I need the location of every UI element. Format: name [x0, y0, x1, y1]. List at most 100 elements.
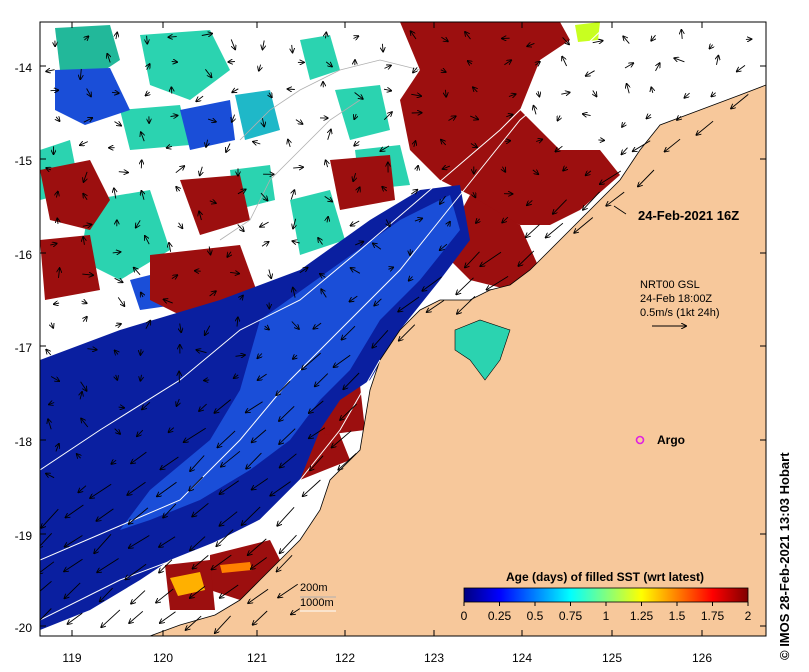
current-arrow-icon — [82, 274, 93, 275]
current-arrow-icon — [505, 141, 510, 142]
colorbar-tick-label: 2 — [745, 609, 752, 623]
current-arrow-icon — [456, 277, 474, 295]
current-arrow-icon — [411, 31, 417, 40]
current-arrow-icon — [50, 376, 59, 382]
current-arrow-icon — [313, 322, 322, 329]
current-arrow-icon — [240, 296, 243, 300]
current-arrow-icon — [538, 90, 539, 96]
current-arrow-icon — [234, 375, 239, 378]
y-tick-label: -15 — [15, 154, 33, 168]
current-arrow-icon — [310, 455, 324, 471]
current-arrow-icon — [237, 224, 244, 231]
current-arrow-icon — [216, 529, 234, 547]
current-arrow-icon — [318, 238, 323, 245]
current-arrow-icon — [562, 57, 568, 67]
current-arrow-icon — [115, 324, 121, 326]
current-arrow-icon — [179, 222, 183, 229]
current-arrow-icon — [535, 62, 540, 65]
current-arrow-icon — [526, 224, 540, 238]
current-arrow-icon — [279, 405, 295, 421]
current-arrow-icon — [129, 507, 149, 524]
current-arrow-icon — [443, 166, 451, 169]
estuary — [454, 319, 511, 381]
current-arrow-icon — [302, 352, 321, 369]
current-arrow-icon — [232, 114, 235, 122]
current-arrow-icon — [354, 92, 363, 99]
current-arrow-icon — [508, 94, 516, 96]
current-arrow-icon — [292, 241, 300, 243]
current-arrow-icon — [470, 116, 478, 119]
current-arrow-icon — [737, 65, 746, 71]
depth-1000-label: 1000m — [300, 597, 334, 609]
current-arrow-icon — [116, 33, 117, 40]
current-arrow-icon — [351, 268, 361, 274]
current-arrow-icon — [465, 251, 480, 268]
current-arrow-icon — [131, 451, 147, 463]
current-arrow-icon — [199, 403, 207, 411]
current-arrow-icon — [353, 172, 355, 181]
current-arrow-icon — [440, 243, 448, 250]
current-arrow-icon — [280, 453, 297, 468]
current-arrow-icon — [140, 349, 141, 355]
current-arrow-icon — [506, 115, 512, 117]
current-arrow-icon — [50, 244, 56, 246]
current-arrow-icon — [146, 92, 150, 95]
current-arrow-icon — [422, 276, 442, 291]
current-arrow-icon — [558, 115, 561, 121]
current-arrow-icon — [532, 170, 539, 174]
current-arrow-icon — [473, 192, 476, 197]
current-arrow-icon — [40, 608, 52, 621]
current-arrow-icon — [114, 122, 122, 126]
current-arrow-icon — [68, 612, 83, 624]
current-arrow-icon — [80, 68, 81, 79]
current-arrow-icon — [169, 428, 175, 433]
current-arrow-icon — [342, 325, 356, 339]
current-arrow-icon — [320, 274, 326, 278]
current-arrow-icon — [269, 269, 271, 279]
current-arrow-icon — [710, 45, 713, 49]
current-arrow-icon — [83, 118, 93, 123]
current-arrow-icon — [414, 141, 416, 148]
current-arrow-icon — [606, 191, 625, 206]
current-arrow-icon — [136, 220, 141, 227]
current-arrow-icon — [711, 93, 715, 97]
x-tick-label: 122 — [335, 651, 355, 665]
current-arrow-icon — [137, 429, 144, 436]
current-arrow-icon — [101, 609, 121, 627]
current-arrow-icon — [315, 373, 329, 387]
current-arrow-icon — [440, 195, 446, 204]
current-arrow-icon — [674, 58, 685, 63]
current-arrow-icon — [647, 114, 651, 118]
timestamp-label: 24-Feb-2021 16Z — [638, 208, 739, 223]
current-arrow-icon — [147, 64, 150, 70]
current-arrow-icon — [527, 200, 533, 205]
x-tick-label: 119 — [62, 651, 81, 665]
current-arrow-icon — [262, 118, 264, 126]
current-arrow-icon — [349, 295, 358, 302]
current-arrow-icon — [280, 534, 297, 553]
current-arrow-icon — [204, 380, 210, 381]
current-arrow-icon — [184, 427, 206, 442]
current-arrow-icon — [638, 169, 655, 187]
current-arrow-icon — [193, 555, 209, 568]
current-arrow-icon — [351, 220, 360, 226]
current-arrow-icon — [220, 480, 239, 494]
current-arrow-icon — [159, 559, 173, 573]
current-arrow-icon — [382, 187, 387, 191]
current-arrow-icon — [66, 504, 84, 518]
current-arrow-icon — [196, 95, 204, 101]
current-arrow-icon — [177, 398, 180, 406]
colorbar-tick-label: 0.5 — [527, 609, 544, 623]
current-arrow-icon — [82, 225, 92, 227]
current-arrow-icon — [383, 112, 392, 121]
current-arrow-icon — [235, 355, 245, 356]
current-arrow-icon — [258, 373, 267, 380]
current-arrow-icon — [189, 476, 204, 491]
current-arrow-icon — [502, 216, 509, 222]
current-arrow-icon — [291, 190, 294, 200]
current-arrow-icon — [157, 481, 177, 496]
current-arrow-icon — [651, 87, 653, 94]
current-arrow-icon — [56, 117, 60, 121]
current-arrow-icon — [87, 349, 96, 350]
current-arrow-icon — [562, 37, 569, 44]
